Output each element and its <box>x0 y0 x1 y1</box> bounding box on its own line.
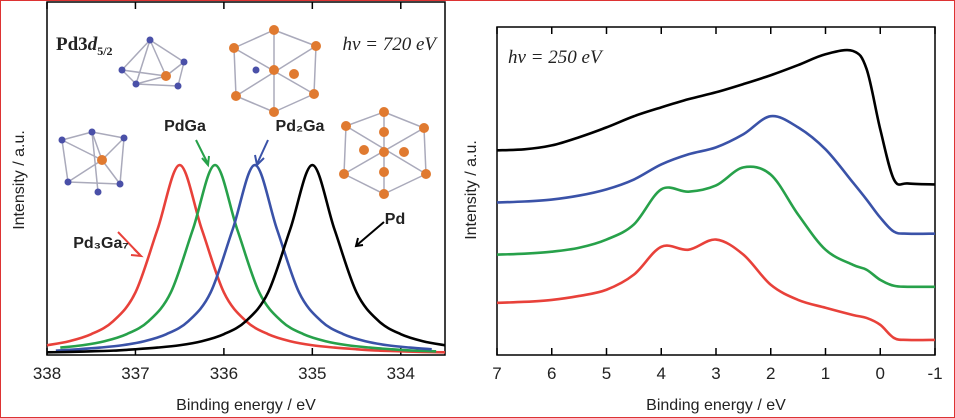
x-tick-label: 4 <box>657 364 666 383</box>
x-tick-label: 2 <box>766 364 775 383</box>
x-tick-label: 1 <box>821 364 830 383</box>
x-axis-title: Binding energy / eV <box>646 397 786 414</box>
x-tick-label: 335 <box>298 364 326 383</box>
series-line <box>496 165 936 289</box>
x-tick-label: 5 <box>602 364 611 383</box>
x-tick-label: 336 <box>210 364 238 383</box>
series-label: PdGa <box>164 118 206 135</box>
series-label: Pd₂Ga <box>276 118 325 135</box>
cluster-icon <box>118 36 188 90</box>
annotation: hν = 250 eV <box>508 47 604 68</box>
x-tick-label: 3 <box>711 364 720 383</box>
x-tick-label: 7 <box>492 364 501 383</box>
x-tick-label: 6 <box>547 364 556 383</box>
arrow-head <box>201 155 210 168</box>
cluster-icon <box>229 25 321 117</box>
arrow-head <box>130 248 144 258</box>
arrows <box>117 139 385 258</box>
x-tick-label: 338 <box>33 364 61 383</box>
title-part: Pd3 <box>56 34 88 55</box>
series-line <box>496 238 936 342</box>
x-axis-title: Binding energy / eV <box>176 397 316 414</box>
cluster-icon <box>58 128 128 196</box>
x-tick-label: -1 <box>927 364 942 383</box>
arrow-head <box>354 237 364 248</box>
x-tick-label: 337 <box>121 364 149 383</box>
y-axis-title: Intensity / a.u. <box>11 130 28 230</box>
y-axis-title: Intensity / a.u. <box>463 140 480 240</box>
series-label: Pd <box>385 211 405 228</box>
arrow <box>256 139 269 165</box>
series-line <box>55 163 432 352</box>
title-part: 5/2 <box>97 44 112 58</box>
series-line <box>496 48 936 186</box>
title-part: d <box>88 34 98 55</box>
series-line <box>60 163 437 353</box>
series-label: Pd₃Ga₇ <box>73 235 129 252</box>
plot-frame <box>46 1 446 356</box>
series-line <box>496 114 936 236</box>
cluster-icon <box>339 107 431 199</box>
annotation: hν = 720 eV <box>342 34 438 55</box>
arrow <box>195 139 209 165</box>
arrow <box>356 221 385 246</box>
series-line <box>46 163 446 354</box>
x-tick-label: 0 <box>876 364 885 383</box>
series-line <box>46 163 446 354</box>
x-tick-label: 334 <box>387 364 415 383</box>
panel-title: Pd3d5/2 <box>56 34 113 58</box>
